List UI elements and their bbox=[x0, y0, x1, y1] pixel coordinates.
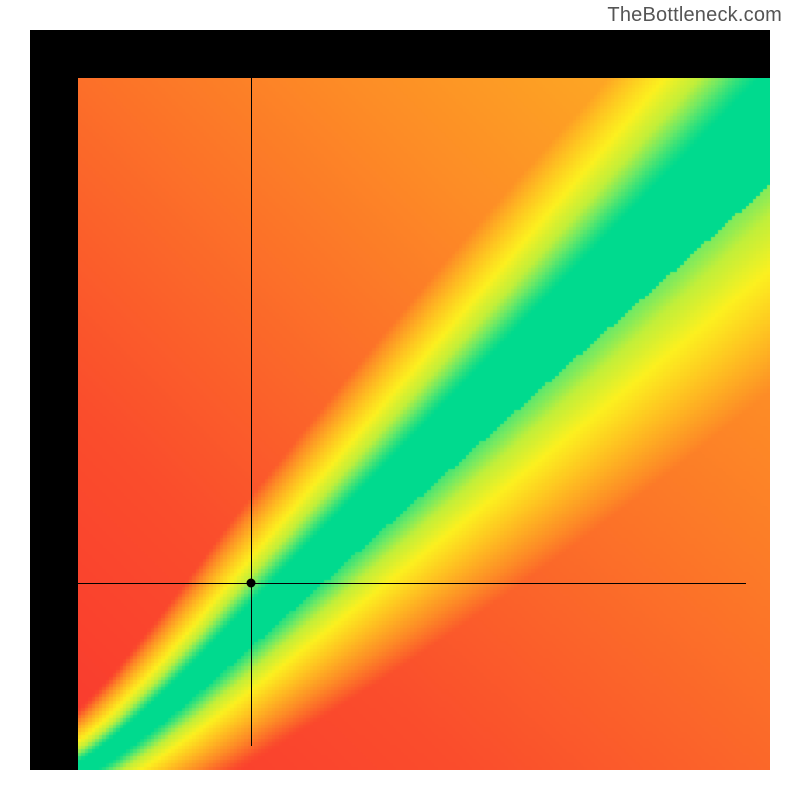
watermark-text: TheBottleneck.com bbox=[607, 4, 782, 27]
plot-area bbox=[54, 54, 746, 746]
chart-frame bbox=[30, 30, 770, 770]
crosshair-vertical bbox=[251, 54, 252, 746]
crosshair-horizontal bbox=[54, 583, 746, 584]
bottleneck-heatmap bbox=[78, 78, 770, 770]
data-point-marker bbox=[247, 579, 256, 588]
